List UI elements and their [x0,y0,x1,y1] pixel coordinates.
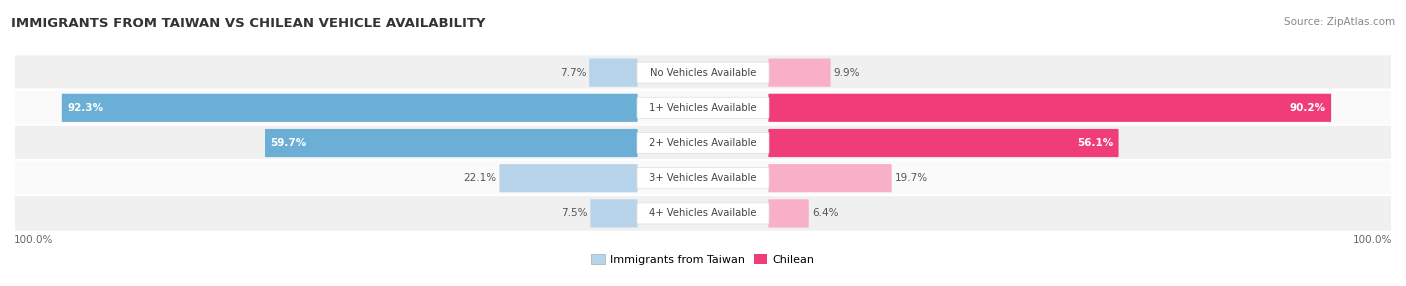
FancyBboxPatch shape [637,97,769,118]
FancyBboxPatch shape [637,168,769,189]
Text: 3+ Vehicles Available: 3+ Vehicles Available [650,173,756,183]
Text: 90.2%: 90.2% [1289,103,1326,113]
Text: 1+ Vehicles Available: 1+ Vehicles Available [650,103,756,113]
FancyBboxPatch shape [637,132,769,154]
Text: 2+ Vehicles Available: 2+ Vehicles Available [650,138,756,148]
Text: 100.0%: 100.0% [14,235,53,245]
Text: 7.7%: 7.7% [560,67,586,78]
FancyBboxPatch shape [768,129,1119,157]
Text: 19.7%: 19.7% [894,173,928,183]
FancyBboxPatch shape [14,54,1392,91]
FancyBboxPatch shape [768,164,891,192]
Text: Source: ZipAtlas.com: Source: ZipAtlas.com [1284,17,1395,27]
FancyBboxPatch shape [264,129,638,157]
Text: 7.5%: 7.5% [561,208,588,219]
Text: No Vehicles Available: No Vehicles Available [650,67,756,78]
Text: 59.7%: 59.7% [270,138,307,148]
Text: 6.4%: 6.4% [811,208,838,219]
Text: 4+ Vehicles Available: 4+ Vehicles Available [650,208,756,219]
Text: 92.3%: 92.3% [67,103,104,113]
FancyBboxPatch shape [637,203,769,224]
FancyBboxPatch shape [499,164,638,192]
FancyBboxPatch shape [591,199,638,227]
Text: 56.1%: 56.1% [1077,138,1114,148]
FancyBboxPatch shape [637,62,769,83]
Legend: Immigrants from Taiwan, Chilean: Immigrants from Taiwan, Chilean [586,250,820,269]
FancyBboxPatch shape [768,59,831,87]
FancyBboxPatch shape [14,160,1392,196]
FancyBboxPatch shape [62,94,638,122]
FancyBboxPatch shape [768,199,808,227]
FancyBboxPatch shape [14,90,1392,126]
Text: 9.9%: 9.9% [834,67,860,78]
FancyBboxPatch shape [14,195,1392,232]
FancyBboxPatch shape [589,59,638,87]
Text: IMMIGRANTS FROM TAIWAN VS CHILEAN VEHICLE AVAILABILITY: IMMIGRANTS FROM TAIWAN VS CHILEAN VEHICL… [11,17,485,30]
FancyBboxPatch shape [768,94,1331,122]
FancyBboxPatch shape [14,125,1392,161]
Text: 22.1%: 22.1% [463,173,496,183]
Text: 100.0%: 100.0% [1353,235,1392,245]
